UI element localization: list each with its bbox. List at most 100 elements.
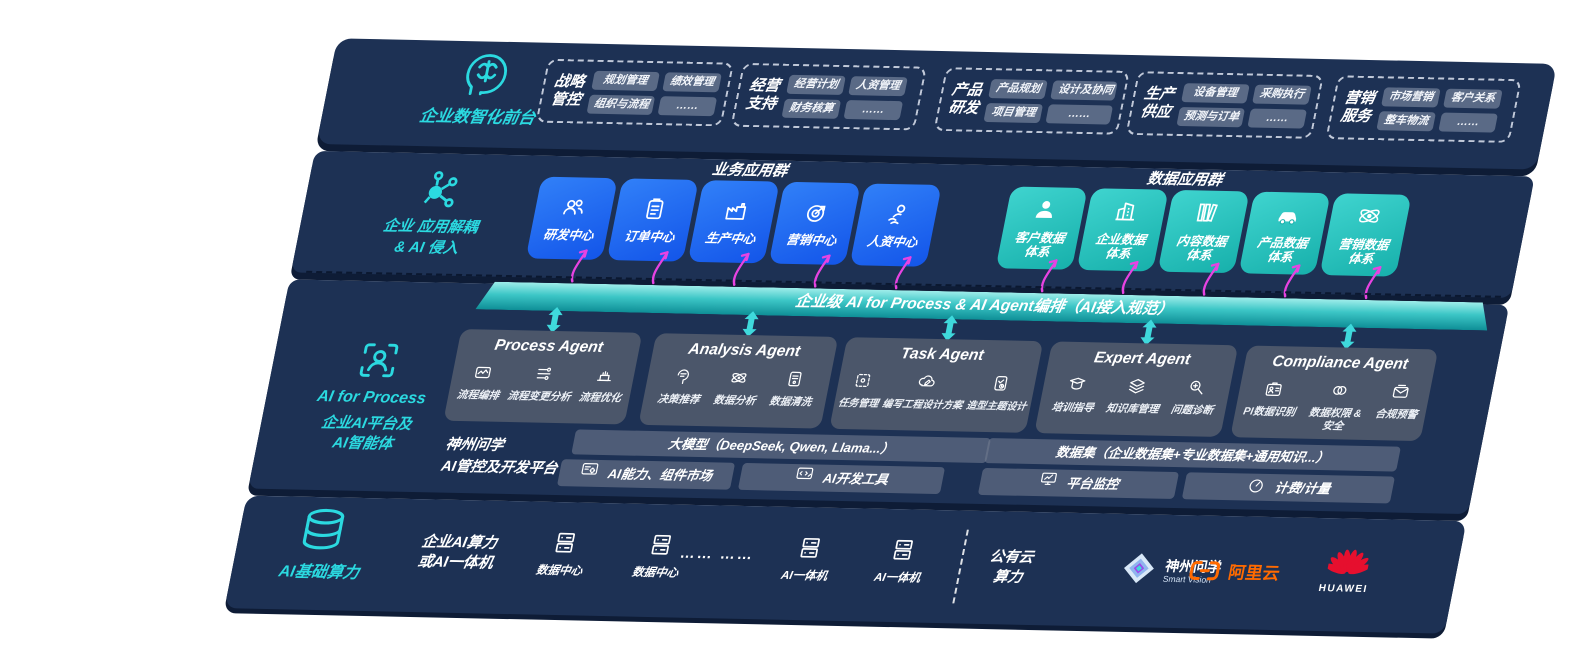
magenta-arrow (808, 250, 838, 293)
agent-item: 流程编排 (456, 362, 506, 403)
group-operation: 经营支持 经营计划 人资管理 财务核算 …… (730, 62, 928, 131)
app-hr-center: 人资中心 (849, 183, 942, 267)
dev-platform-label-line2: AI管控及开发平台 (439, 458, 559, 477)
group-pill: 设计及协同 (1050, 79, 1118, 101)
agent-item: 数据权限 & 安全 (1299, 379, 1373, 433)
agent-item: 知识库管理 (1105, 375, 1165, 416)
agent-item-label: 任务管理 (837, 397, 880, 410)
brain-head-icon (453, 47, 516, 102)
magenta-arrow (1197, 259, 1227, 302)
agent-item: 培训指导 (1050, 374, 1100, 415)
factory-icon (720, 197, 752, 227)
group-pill: 财务核算 (781, 98, 842, 119)
app-production-center: 生产中心 (687, 180, 780, 264)
ai-devtools-label: AI开发工具 (821, 470, 890, 487)
group-pill: 人资管理 (848, 75, 908, 96)
huawei-logo: HUAWEI (1318, 547, 1376, 595)
data-customer-system: 客户数据体系 (995, 186, 1088, 270)
agent-item: 编写工程设计方案 (881, 370, 969, 412)
node-ai-appliance-2: AI一体机 (866, 536, 935, 585)
agent-item: 合规预警 (1371, 381, 1423, 434)
agent-item: 数据分析 (712, 367, 762, 408)
magenta-arrow (1116, 257, 1146, 300)
magenta-arrow (889, 252, 919, 295)
group-pill: …… (843, 99, 904, 120)
ellipsis-more-nodes: …… …… (678, 544, 756, 564)
agent-card-compliance: Compliance Agent PI数据识别 数据权限 & 安全 合规预警 (1230, 345, 1439, 442)
agent-title: Process Agent (493, 336, 605, 356)
app-label: 营销中心 (784, 232, 838, 248)
agent-item: 数据清洗 (768, 368, 818, 409)
agent-item-label: 造型主题设计 (965, 400, 1028, 413)
decision-icon (670, 366, 695, 390)
knowledge-layers-icon (1124, 376, 1149, 400)
data-product-system: 产品数据体系 (1238, 191, 1331, 275)
magenta-arrow (1278, 260, 1308, 303)
app-rd-center: 研发中心 (525, 176, 618, 260)
gauge-icon (1244, 473, 1269, 501)
group-pill: 预测与订单 (1176, 106, 1246, 127)
monitor-bar: 平台监控 (977, 467, 1180, 499)
apps-label: 企业 应用解耦 & AI 侵入 (324, 214, 532, 260)
alicloud-logo: 阿里云 (1184, 558, 1282, 589)
agent-item: 流程优化 (578, 364, 628, 405)
ai-market-bar: AI能力、组件市场 (556, 459, 736, 490)
public-cloud-label: 公有云 算力 (946, 547, 1074, 588)
group-product-rd: 产品研发 产品规划 设计及协同 项目管理 …… (933, 67, 1131, 135)
agent-item-label: 知识库管理 (1104, 402, 1160, 416)
server-icon (548, 529, 581, 560)
scan-person-icon (351, 337, 406, 384)
agent-item: 流程变更分析 (506, 363, 577, 404)
szwx-diamond-icon (1115, 549, 1161, 593)
diagram-scene: 企业数智化前台 战略管控 规划管理 绩效管理 组织与流程 …… 经营支持 经营计… (223, 38, 1558, 641)
data-clean-icon (782, 368, 807, 392)
agent-title: Analysis Agent (687, 340, 802, 361)
ai-devtools-bar: AI开发工具 (737, 462, 946, 495)
customer-icon (1029, 196, 1061, 226)
group-pill: 市场营销 (1381, 86, 1441, 107)
group-supply: 生产供应 设备管理 采购执行 预测与订单 …… (1125, 71, 1324, 139)
agent-item-label: 决策推荐 (656, 393, 701, 407)
compute-label-line2: 或AI一体机 (416, 553, 495, 572)
group-name: 战略管控 (549, 73, 587, 109)
agent-item: 造型主题设计 (965, 372, 1033, 413)
alert-mail-icon (1388, 381, 1413, 405)
building-icon (1110, 198, 1142, 228)
agent-item: PI数据识别 (1240, 378, 1302, 432)
target-icon (801, 199, 833, 229)
magenta-arrow (646, 247, 676, 290)
group-pill: …… (1438, 112, 1499, 133)
app-label: 人资中心 (865, 234, 919, 250)
szwx-logo: 神州问学 Smart Vision (1115, 549, 1224, 594)
agent-item-label: PI数据识别 (1242, 405, 1297, 419)
agent-title: Compliance Agent (1270, 353, 1410, 373)
server-icon (793, 534, 826, 565)
node-ai-appliance-1: AI一体机 (773, 534, 842, 583)
diagnosis-icon (1184, 377, 1209, 401)
group-pill: 客户关系 (1443, 88, 1503, 109)
agent-card-process: Process Agent 流程编排 流程变更分析 流程优化 (443, 329, 643, 425)
server-icon (886, 536, 919, 567)
agent-item-label: 编写工程设计方案 (881, 398, 964, 412)
node-label: 数据中心 (631, 566, 680, 580)
monitor-icon (1036, 469, 1061, 497)
agent-title: Expert Agent (1092, 349, 1192, 369)
group-pill: 项目管理 (983, 102, 1044, 123)
group-pill: 组织与流程 (586, 94, 656, 115)
training-icon (1065, 374, 1090, 398)
permission-rings-icon (1327, 380, 1352, 404)
cloud-label-line1: 公有云 (988, 549, 1035, 567)
agent-item: 问题诊断 (1170, 377, 1220, 418)
node-label: 数据中心 (535, 564, 584, 578)
flow-orchestrate-icon (470, 362, 495, 386)
cyan-double-arrow (543, 307, 565, 338)
node-datacenter-2: 数据中心 (624, 531, 693, 580)
ai-market-label: AI能力、组件市场 (606, 466, 714, 484)
cloud-label-line2: 算力 (991, 568, 1024, 586)
devtools-icon (792, 464, 817, 492)
cyan-double-arrow (938, 315, 960, 346)
group-pill: …… (1247, 108, 1308, 129)
cyan-double-arrow (739, 311, 761, 342)
platform-label-line3: AI智能体 (330, 434, 395, 453)
